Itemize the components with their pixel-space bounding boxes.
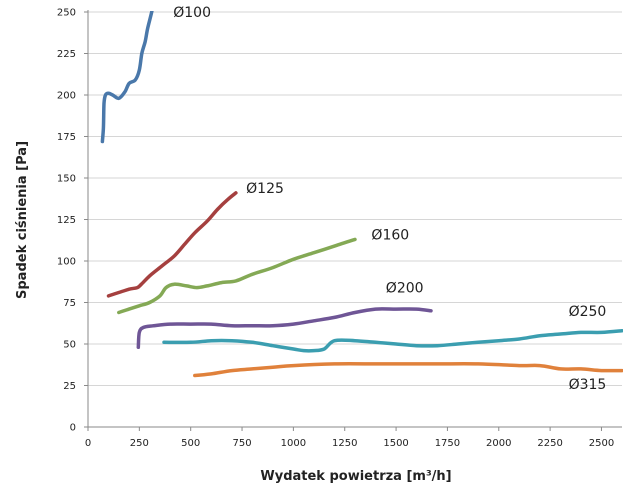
y-tick-label: 75	[63, 298, 76, 309]
x-tick-label: 250	[130, 438, 149, 449]
y-axis-title: Spadek ciśnienia [Pa]	[15, 141, 30, 299]
series-line-315	[193, 362, 623, 378]
series-label-315: Ø315	[569, 377, 607, 393]
series-label-200: Ø200	[386, 281, 424, 297]
x-tick-label: 1250	[332, 438, 357, 449]
series-line-100	[100, 11, 154, 144]
y-tick-label: 250	[57, 8, 76, 19]
x-tick-label: 500	[181, 438, 200, 449]
y-tick-label: 0	[70, 423, 76, 434]
series-line-160	[117, 237, 357, 315]
x-tick-label: 2500	[589, 438, 614, 449]
y-tick-label: 150	[57, 174, 76, 185]
y-tick-label: 200	[57, 91, 76, 102]
y-tick-label: 100	[57, 257, 76, 268]
x-axis-title: Wydatek powietrza [m³/h]	[260, 469, 451, 484]
x-tick-label: 1750	[435, 438, 460, 449]
x-tick-label: 1000	[281, 438, 306, 449]
series-line-250	[162, 328, 623, 353]
series-label-250: Ø250	[569, 304, 607, 320]
label-layer: Ø100 Ø125 Ø160 Ø200 Ø250 Ø315	[173, 5, 606, 393]
x-tick-label: 2000	[486, 438, 511, 449]
y-tick-label: 50	[63, 340, 76, 351]
series-line-200	[136, 307, 433, 350]
y-tick-label: 175	[57, 132, 76, 143]
series-line-125	[106, 191, 238, 298]
series-label-100: Ø100	[173, 5, 211, 21]
series-label-160: Ø160	[371, 227, 409, 243]
x-tick-label: 1500	[383, 438, 408, 449]
grid-layer	[88, 11, 622, 386]
series-layer	[100, 11, 623, 378]
x-tick-label: 750	[232, 438, 251, 449]
x-tick-label: 0	[85, 438, 91, 449]
x-tick-label: 2250	[537, 438, 562, 449]
y-tick-label: 25	[63, 381, 76, 392]
y-tick-label: 225	[57, 49, 76, 60]
series-label-125: Ø125	[246, 181, 284, 197]
y-tick-label: 125	[57, 215, 76, 226]
